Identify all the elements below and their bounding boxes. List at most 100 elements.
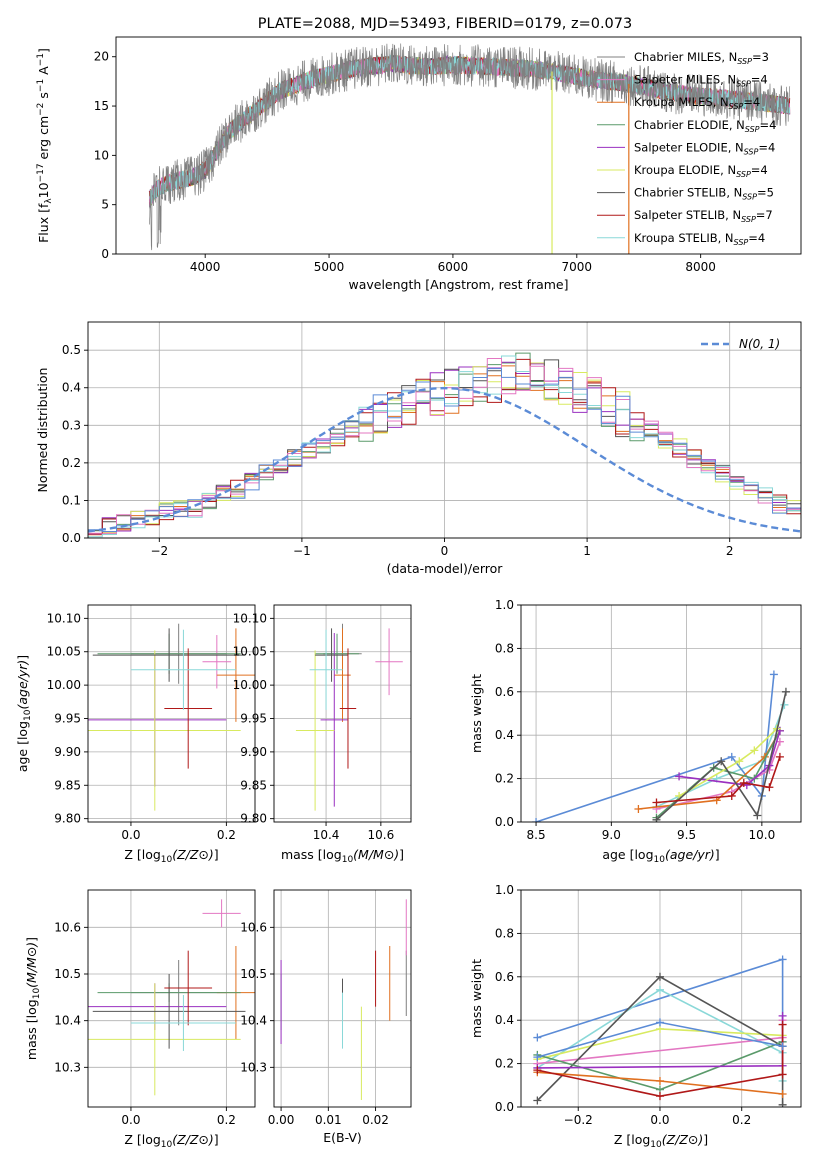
errorbar-kroupa-miles (216, 628, 255, 722)
y-tick-label: 0 (101, 247, 109, 261)
series-point (727, 752, 736, 761)
plot-area (280, 899, 407, 1100)
series-point (655, 972, 664, 981)
x-tick-label: −1 (293, 544, 311, 558)
y-axis-label: Normed distribution (35, 368, 50, 493)
x-tick-label: 0.01 (315, 1113, 342, 1127)
y-tick-label: 10.6 (240, 920, 267, 934)
x-tick-label: 0.00 (268, 1113, 295, 1127)
y-tick-label: 10.05 (47, 645, 81, 659)
y-tick-label: 10.6 (54, 920, 81, 934)
series-point (778, 1042, 787, 1051)
legend-entry: Chabrier ELODIE, NSSP=4 (634, 118, 776, 134)
grid (88, 605, 255, 822)
series-point (778, 955, 787, 964)
y-tick-label: 9.85 (240, 778, 267, 792)
y-axis-label: mass weight (469, 674, 484, 753)
errorbar-salpeter-miles (202, 899, 241, 928)
x-tick-label: 10.4 (313, 828, 340, 842)
series-point (655, 1092, 664, 1101)
x-tick-label: 7000 (562, 260, 593, 274)
errorbar-kroupa-elodie (295, 650, 335, 811)
series-point (533, 1053, 542, 1062)
normal-reference-curve (88, 386, 801, 533)
axes-frame (273, 889, 412, 1108)
x-axis-label: mass [log10(M/M⊙)] (281, 847, 404, 865)
grid (274, 890, 411, 1107)
series-point (769, 670, 778, 679)
y-tick-label: 20 (94, 50, 109, 64)
legend-entry: Salpeter ELODIE, NSSP=4 (634, 140, 775, 156)
plot-area (295, 623, 403, 811)
axes-frame (520, 889, 802, 1108)
x-tick-label: 2 (726, 544, 734, 558)
series-point (655, 1076, 664, 1085)
y-tick-label: 9.95 (54, 712, 81, 726)
x-tick-label: 0.2 (217, 1113, 236, 1127)
legend-entry: Salpeter STELIB, NSSP=7 (634, 208, 773, 224)
legend-entry: Chabrier STELIB, NSSP=5 (634, 186, 774, 202)
errorbar-salpeter-elodie (320, 633, 348, 807)
axes-frame (273, 604, 412, 823)
errorbar-salpeter-stelib (164, 648, 213, 769)
series-point (652, 798, 661, 807)
chart-spectrum: 4000 5000 6000 7000 8000 0 5 10 15 20 wavelength [… (36, 36, 802, 292)
y-tick-label: 10.05 (233, 645, 267, 659)
y-tick-label: 9.80 (240, 812, 267, 826)
series-point (533, 1066, 542, 1075)
y-tick-label: 10.3 (54, 1060, 81, 1074)
errorbar-kroupa-stelib (130, 629, 236, 710)
y-axis-label: age [log10(age/yr)] (15, 655, 33, 772)
series-point (532, 818, 541, 822)
legend-entry: N(0, 1) (739, 337, 780, 351)
series-point (727, 791, 736, 800)
y-tick-label: 10.00 (233, 678, 267, 692)
series-point (778, 1011, 787, 1020)
x-tick-label: 9.5 (677, 828, 696, 842)
series-point (655, 1018, 664, 1027)
x-tick-label: 0.2 (217, 828, 236, 842)
spectrum-line-chabrier-miles (149, 43, 791, 251)
axes-frame (115, 36, 802, 255)
chart-residuals: −2 −1 0 1 2 0.0 0.1 0.2 0.3 0.4 0.5 (data-model)/er… (35, 321, 802, 576)
x-tick-label: −0.2 (564, 1113, 593, 1127)
y-tick-label: 0.6 (495, 685, 514, 699)
x-tick-label: 1 (583, 544, 591, 558)
plot-area (533, 955, 787, 1107)
series-point (652, 815, 661, 822)
x-tick-label: 10.6 (368, 828, 395, 842)
errorbar-kroupa-elodie (88, 983, 241, 1096)
series-salpeter-stelib (652, 752, 784, 807)
y-tick-label: 10.00 (47, 678, 81, 692)
y-tick-label: 0.2 (62, 456, 81, 470)
errorbar-salpeter-stelib (339, 648, 357, 769)
y-tick-label: 9.95 (240, 712, 267, 726)
errorbar-kroupa-elodie (88, 650, 241, 811)
y-tick-label: 0.2 (495, 1057, 514, 1071)
errorbar-chabrier-stelib (92, 628, 246, 682)
series-point (775, 752, 784, 761)
y-tick-label: 0.8 (495, 641, 514, 655)
legend-entry: Kroupa ELODIE, NSSP=4 (634, 163, 768, 179)
y-tick-label: 0.5 (62, 343, 81, 357)
series-point (533, 1096, 542, 1105)
axes-frame (87, 604, 256, 823)
plot-area (88, 352, 801, 538)
chart-weight-vs-z: −0.2 0.0 0.2 0.0 0.2 0.4 0.6 0.8 1.0 Z [log10(Z/Z… (469, 883, 802, 1150)
x-tick-label: 0.02 (362, 1113, 389, 1127)
legend-entry: Kroupa STELIB, NSSP=4 (634, 231, 765, 247)
y-axis-label: mass weight (469, 959, 484, 1038)
y-tick-label: 5 (101, 198, 109, 212)
axes-frame (520, 604, 802, 823)
series-point (753, 811, 762, 820)
series-point (739, 778, 748, 787)
legend-entry: Salpeter MILES, NSSP=4 (634, 73, 768, 89)
series-point (780, 700, 789, 709)
figure-title: PLATE=2088, MJD=53493, FIBERID=0179, z=0… (258, 16, 632, 32)
chart-weight-vs-age: 8.5 9.0 9.5 10.0 0.0 0.2 0.4 0.6 0.8 1.0 age [log1… (469, 598, 802, 865)
errorbar-chabrier-elodie (315, 633, 359, 674)
y-tick-label: 0.4 (62, 381, 81, 395)
y-tick-label: 10 (94, 148, 109, 162)
y-tick-label: 0.0 (495, 815, 514, 829)
